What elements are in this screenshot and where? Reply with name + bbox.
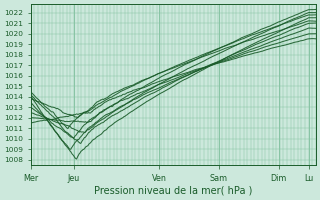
X-axis label: Pression niveau de la mer( hPa ): Pression niveau de la mer( hPa ): [94, 186, 252, 196]
